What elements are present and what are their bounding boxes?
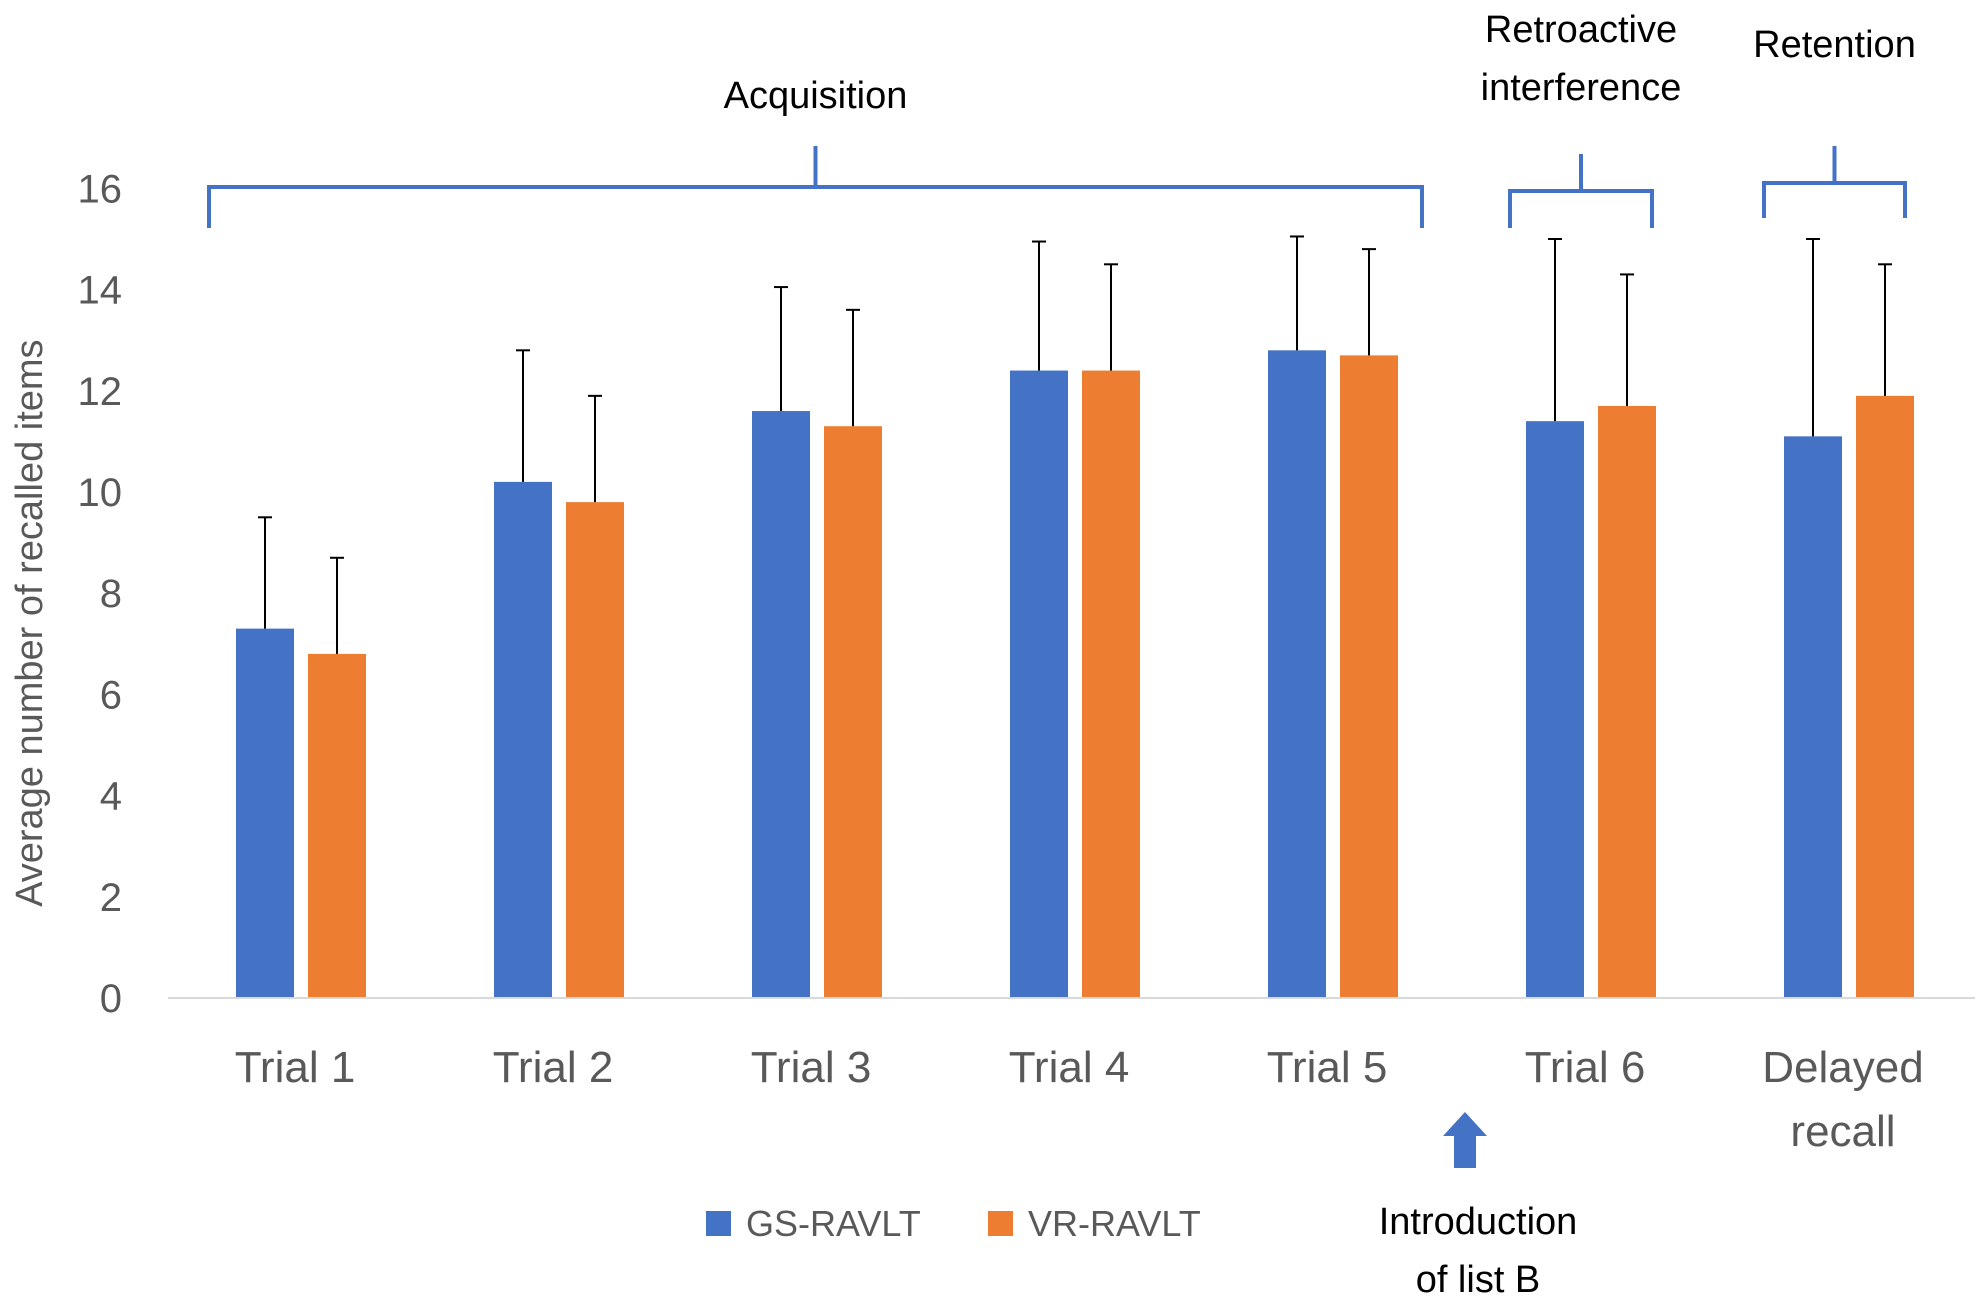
legend-swatch (706, 1211, 731, 1236)
bar-marks (236, 350, 1914, 999)
bar-vr-ravlt (1856, 395, 1914, 998)
legend: GS-RAVLT VR-RAVLT (706, 1203, 1201, 1244)
x-category-label: Trial 2 (493, 1043, 614, 1092)
group-label: Acquisition (724, 75, 908, 117)
bar-vr-ravlt (308, 653, 366, 998)
x-category-label: Trial 3 (751, 1043, 872, 1092)
group-label: interference (1481, 67, 1682, 109)
x-category-label: Trial 1 (235, 1043, 356, 1092)
up-arrow-icon (1443, 1112, 1487, 1168)
group-label: Retention (1753, 24, 1916, 66)
bar-vr-ravlt (566, 502, 624, 998)
group-bracket (1762, 146, 1907, 218)
group-bracket (207, 146, 1424, 228)
bar-gs-ravlt (1526, 421, 1584, 998)
legend-label: VR-RAVLT (1028, 1203, 1201, 1244)
list-b-annotation: Introduction of list B (1379, 1112, 1578, 1301)
y-tick-label: 4 (100, 775, 122, 819)
bar-vr-ravlt (1082, 370, 1140, 998)
x-category-label: Delayed (1762, 1043, 1923, 1092)
bar-gs-ravlt (752, 411, 810, 998)
error-bars (258, 235, 1892, 654)
x-category-labels: Trial 1 Trial 2 Trial 3 Trial 4 Trial 5 Trial… (235, 1043, 1924, 1156)
bar-gs-ravlt (1268, 350, 1326, 998)
y-tick-label: 14 (78, 269, 123, 313)
bar-gs-ravlt (1784, 436, 1842, 999)
x-category-label: recall (1790, 1107, 1895, 1156)
y-tick-label: 2 (100, 876, 122, 920)
bar-vr-ravlt (1598, 405, 1656, 999)
y-tick-label: 6 (100, 673, 122, 717)
bar-gs-ravlt (1010, 370, 1068, 998)
annotation-label: of list B (1416, 1259, 1541, 1301)
y-tick-label: 12 (78, 370, 123, 414)
group-label: Retroactive (1485, 9, 1677, 51)
bar-vr-ravlt (1340, 355, 1398, 998)
annotation-label: Introduction (1379, 1201, 1578, 1243)
group-brackets: Acquisition Retroactive interference Retent… (207, 9, 1916, 228)
bar-gs-ravlt (236, 628, 294, 998)
y-tick-label: 8 (100, 572, 122, 616)
legend-label: GS-RAVLT (746, 1203, 921, 1244)
x-category-label: Trial 5 (1267, 1043, 1388, 1092)
y-tick-label: 16 (78, 167, 123, 211)
legend-swatch (988, 1211, 1013, 1236)
x-category-label: Trial 4 (1009, 1043, 1130, 1092)
y-tick-label: 0 (100, 977, 122, 1021)
group-bracket (1508, 154, 1654, 228)
y-axis-title: Average number of recalled items (9, 339, 51, 906)
y-axis-title-group: Average number of recalled items (9, 339, 51, 906)
bar-gs-ravlt (494, 481, 552, 998)
bar-vr-ravlt (824, 426, 882, 999)
y-tick-label: 10 (78, 471, 123, 515)
y-tick-labels: 0 2 4 6 8 10 12 14 16 (78, 167, 123, 1021)
x-category-label: Trial 6 (1525, 1043, 1646, 1092)
